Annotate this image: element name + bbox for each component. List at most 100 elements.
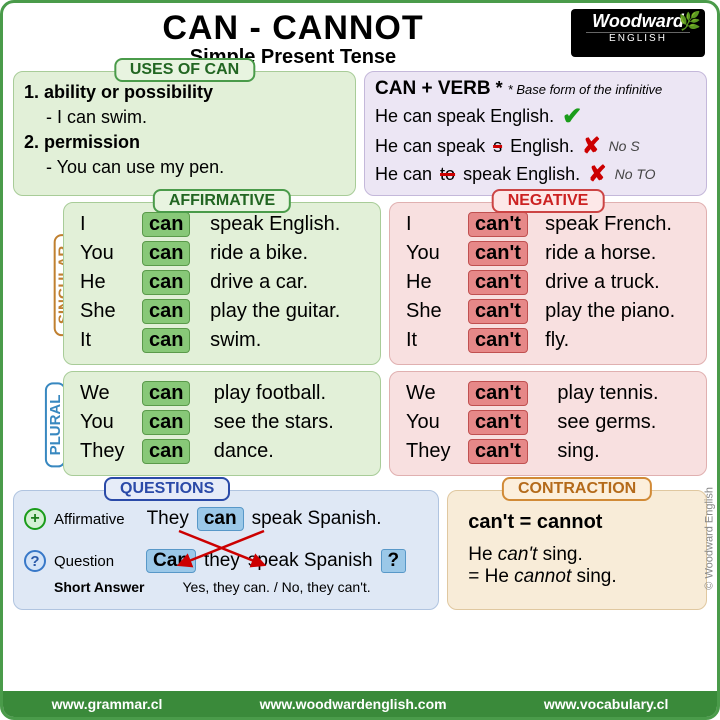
modal-cell: can	[138, 380, 208, 407]
predicate-cell: swim.	[206, 327, 368, 354]
verb-line-3: He can to speak English. ✘ No TO	[375, 161, 696, 187]
subject-cell: We	[402, 380, 462, 407]
q-q-line: ? Question Can they speak Spanish ?	[24, 549, 428, 573]
plus-icon: +	[24, 508, 46, 530]
predicate-cell: see the stars.	[210, 409, 368, 436]
predicate-cell: speak English.	[206, 211, 368, 238]
predicate-cell: dance.	[210, 438, 368, 465]
table-row: Theycandance.	[76, 438, 368, 465]
page: CAN - CANNOT Simple Present Tense Woodwa…	[0, 0, 720, 720]
contraction-eq: can't = cannot	[468, 511, 696, 534]
ex1a: He	[468, 544, 498, 565]
asterisk: *	[496, 78, 503, 98]
predicate-cell: ride a horse.	[541, 240, 694, 267]
vl3-post: speak English.	[463, 164, 580, 185]
subject-cell: He	[76, 269, 136, 296]
modal-cell: can	[138, 409, 208, 436]
q1-modal: can	[197, 507, 244, 531]
q2-modal: Can	[146, 549, 196, 573]
neg-plur-box: Wecan'tplay tennis.Youcan'tsee germs.The…	[389, 371, 707, 476]
modal-cell: can't	[464, 211, 539, 238]
vl2-struck: s	[493, 136, 502, 157]
uses-pill: USES OF CAN	[114, 58, 255, 82]
modal-cell: can't	[464, 269, 539, 296]
table-row: Youcan'tride a horse.	[402, 240, 694, 267]
table-row: Youcan'tsee germs.	[402, 409, 694, 436]
vl2-note: No S	[609, 138, 640, 154]
footer-link-3: www.vocabulary.cl	[544, 696, 669, 712]
predicate-cell: play football.	[210, 380, 368, 407]
sa-text: Yes, they can. / No, they can't.	[183, 579, 371, 595]
subject-cell: I	[76, 211, 136, 238]
x-icon: ✘	[588, 161, 606, 187]
table-row: Youcansee the stars.	[76, 409, 368, 436]
vl2-pre: He can speak	[375, 136, 485, 157]
ex2a: = He	[468, 566, 514, 587]
predicate-cell: play the guitar.	[206, 298, 368, 325]
q-aff-line: + Affirmative They can speak Spanish.	[24, 507, 428, 531]
plural-row: PLURAL Wecanplay football.Youcansee the …	[3, 369, 717, 480]
contraction-ex2: = He cannot sing.	[468, 566, 696, 588]
predicate-cell: ride a bike.	[206, 240, 368, 267]
subject-cell: It	[76, 327, 136, 354]
verb-rule-title: CAN + VERB	[375, 78, 491, 99]
affirm-pill: AFFIRMATIVE	[153, 189, 291, 213]
footer-link-2: www.woodwardenglish.com	[260, 696, 447, 712]
q1-rest: speak Spanish.	[252, 508, 382, 530]
contraction-ex1: He can't sing.	[468, 544, 696, 566]
subject-cell: We	[76, 380, 136, 407]
footer: www.grammar.cl www.woodwardenglish.com w…	[3, 691, 717, 717]
main-title: CAN - CANNOT	[15, 9, 571, 48]
predicate-cell: sing.	[553, 438, 694, 465]
aff-plur-table: Wecanplay football.Youcansee the stars.T…	[74, 378, 370, 467]
modal-cell: can	[138, 211, 204, 238]
logo-sub: ENGLISH	[586, 32, 690, 44]
modal-cell: can't	[464, 240, 539, 267]
subject-cell: He	[402, 269, 462, 296]
neg-pill: NEGATIVE	[492, 189, 605, 213]
table-row: Itcan'tfly.	[402, 327, 694, 354]
neg-sing-box: NEGATIVE Ican'tspeak French.Youcan'tride…	[389, 202, 707, 365]
use-1-example: - I can swim.	[46, 107, 345, 128]
neg-sing-table: Ican'tspeak French.Youcan'tride a horse.…	[400, 209, 696, 356]
table-row: Itcanswim.	[76, 327, 368, 354]
vl3-pre: He can	[375, 164, 432, 185]
aff-label: Affirmative	[54, 511, 125, 528]
ex2b: cannot	[514, 566, 571, 587]
modal-cell: can	[138, 298, 204, 325]
table-row: Wecan'tplay tennis.	[402, 380, 694, 407]
subject-cell: You	[402, 240, 462, 267]
ex1c: sing.	[537, 544, 582, 565]
verb-rule-title-row: CAN + VERB * * Base form of the infiniti…	[375, 78, 696, 100]
table-row: Shecanplay the guitar.	[76, 298, 368, 325]
q2-subj: they	[204, 550, 240, 572]
contraction-pill: CONTRACTION	[502, 477, 652, 501]
subject-cell: They	[76, 438, 136, 465]
table-row: Ican'tspeak French.	[402, 211, 694, 238]
leaf-icon: 🌿	[679, 11, 701, 32]
use-2-title: 2. permission	[24, 132, 345, 153]
subject-cell: You	[402, 409, 462, 436]
vl2-post: English.	[510, 136, 574, 157]
short-answer-line: Short Answer Yes, they can. / No, they c…	[24, 579, 428, 595]
footer-link-1: www.grammar.cl	[52, 696, 163, 712]
header-titles: CAN - CANNOT Simple Present Tense	[15, 9, 571, 69]
verb-rule-box: CAN + VERB * * Base form of the infiniti…	[364, 71, 707, 196]
table-row: Youcanride a bike.	[76, 240, 368, 267]
bottom-row: QUESTIONS + Affirmative They can speak S…	[3, 488, 717, 614]
predicate-cell: play tennis.	[553, 380, 694, 407]
subject-cell: You	[76, 409, 136, 436]
use-2-example: - You can use my pen.	[46, 157, 345, 178]
contraction-box: CONTRACTION can't = cannot He can't sing…	[447, 490, 707, 610]
singular-row: SINGULAR AFFIRMATIVE Icanspeak English.Y…	[3, 200, 717, 369]
neg-plur-table: Wecan'tplay tennis.Youcan'tsee germs.The…	[400, 378, 696, 467]
verb-line-1: He can speak English. ✔	[375, 102, 696, 131]
aff-plur-box: Wecanplay football.Youcansee the stars.T…	[63, 371, 381, 476]
subject-cell: It	[402, 327, 462, 354]
subject-cell: She	[402, 298, 462, 325]
predicate-cell: drive a truck.	[541, 269, 694, 296]
check-icon: ✔	[562, 102, 582, 131]
q2-qmark: ?	[381, 549, 407, 573]
header: CAN - CANNOT Simple Present Tense Woodwa…	[3, 3, 717, 69]
q-icon: ?	[24, 550, 46, 572]
